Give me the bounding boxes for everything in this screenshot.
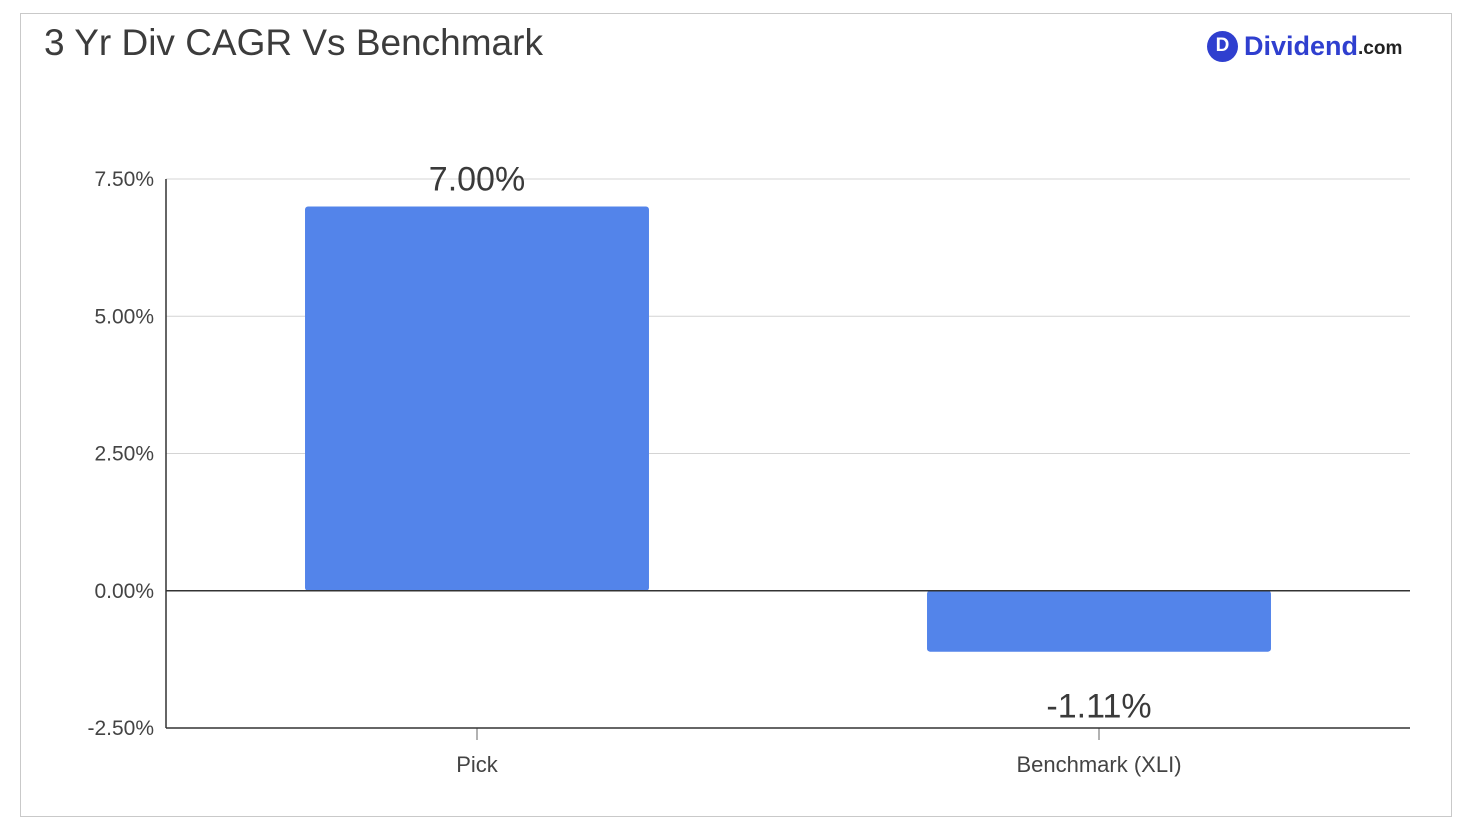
- x-tick-label: Pick: [456, 752, 499, 777]
- bar: [305, 206, 649, 591]
- brand-badge-icon: D: [1207, 30, 1238, 62]
- x-tick-label: Benchmark (XLI): [1016, 752, 1181, 777]
- brand-name: Dividend: [1244, 30, 1359, 61]
- y-tick-label: 0.00%: [94, 580, 154, 603]
- data-label: 7.00%: [429, 160, 525, 198]
- y-tick-label: 2.50%: [94, 443, 154, 466]
- chart-frame: [20, 13, 1452, 817]
- y-tick-label: -2.50%: [87, 717, 154, 740]
- chart-title: 3 Yr Div CAGR Vs Benchmark: [44, 22, 543, 63]
- brand-logo: D Dividend .com: [1207, 30, 1402, 62]
- bar: [927, 590, 1271, 652]
- data-label: -1.11%: [1046, 688, 1151, 726]
- y-tick-label: 7.50%: [94, 168, 154, 191]
- brand-tld: .com: [1358, 37, 1403, 59]
- y-tick-label: 5.00%: [94, 305, 154, 328]
